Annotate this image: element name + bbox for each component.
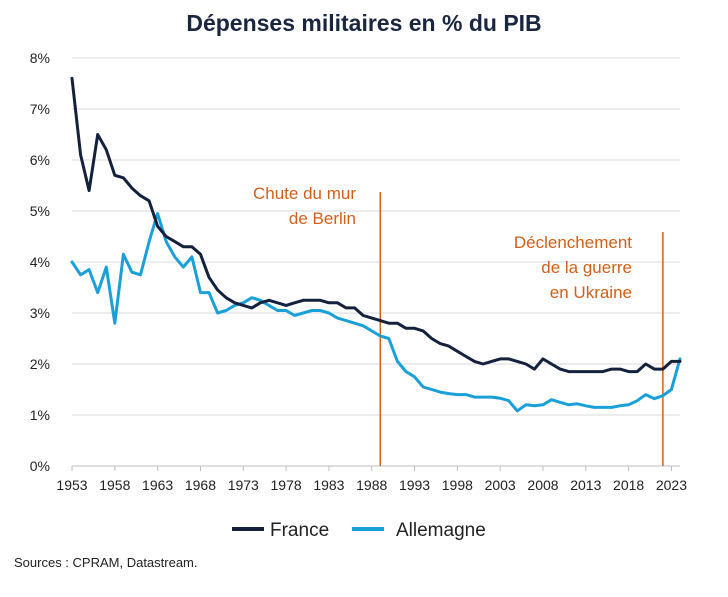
x-tick-label: 2003 [485,477,516,493]
y-tick-label: 7% [30,101,50,117]
y-tick-label: 4% [30,254,50,270]
gridlines [72,57,680,416]
x-tick-label: 1953 [56,477,87,493]
y-tick-label: 1% [30,407,50,423]
x-axis: 1953 1958 1963 1968 1973 1978 1983 1988 1993 1998… [56,465,687,493]
annotation-text: Chute du mur [253,184,356,203]
x-tick-label: 1993 [399,477,430,493]
y-tick-label: 3% [30,305,50,321]
y-tick-label: 0% [30,458,50,474]
source-note: Sources : CPRAM, Datastream. [14,555,198,570]
annotation-text: en Ukraine [550,283,632,302]
x-tick-label: 1998 [442,477,473,493]
x-tick-label: 1978 [271,477,302,493]
y-tick-label: 2% [30,356,50,372]
x-tick-label: 1988 [356,477,387,493]
x-tick-label: 2013 [570,477,601,493]
series-line-france [70,76,682,374]
annotation-text: Déclenchement [514,233,632,252]
series-line-allemagne [70,212,682,413]
legend: France Allemagne [232,520,486,541]
y-tick-label: 8% [30,50,50,66]
x-tick-label: 1958 [99,477,130,493]
series-lines [70,76,682,413]
chart-title: Dépenses militaires en % du PIB [186,10,542,36]
x-tick-label: 1983 [313,477,344,493]
legend-label: France [270,520,329,541]
x-tick-label: 1973 [228,477,259,493]
x-tick-label: 2023 [656,477,687,493]
y-tick-label: 6% [30,152,50,168]
x-tick-label: 1963 [142,477,173,493]
annotations: Chute du mur de Berlin Déclenchement de la … [253,184,664,466]
legend-label: Allemagne [396,520,486,541]
y-axis-ticks: 0% 1% 2% 3% 4% 5% 6% 7% 8% [30,50,50,474]
y-tick-label: 5% [30,203,50,219]
x-tick-label: 1968 [185,477,216,493]
x-tick-label: 2018 [613,477,644,493]
annotation-text: de la guerre [541,258,632,277]
x-tick-label: 2008 [527,477,558,493]
annotation-text: de Berlin [289,209,356,228]
